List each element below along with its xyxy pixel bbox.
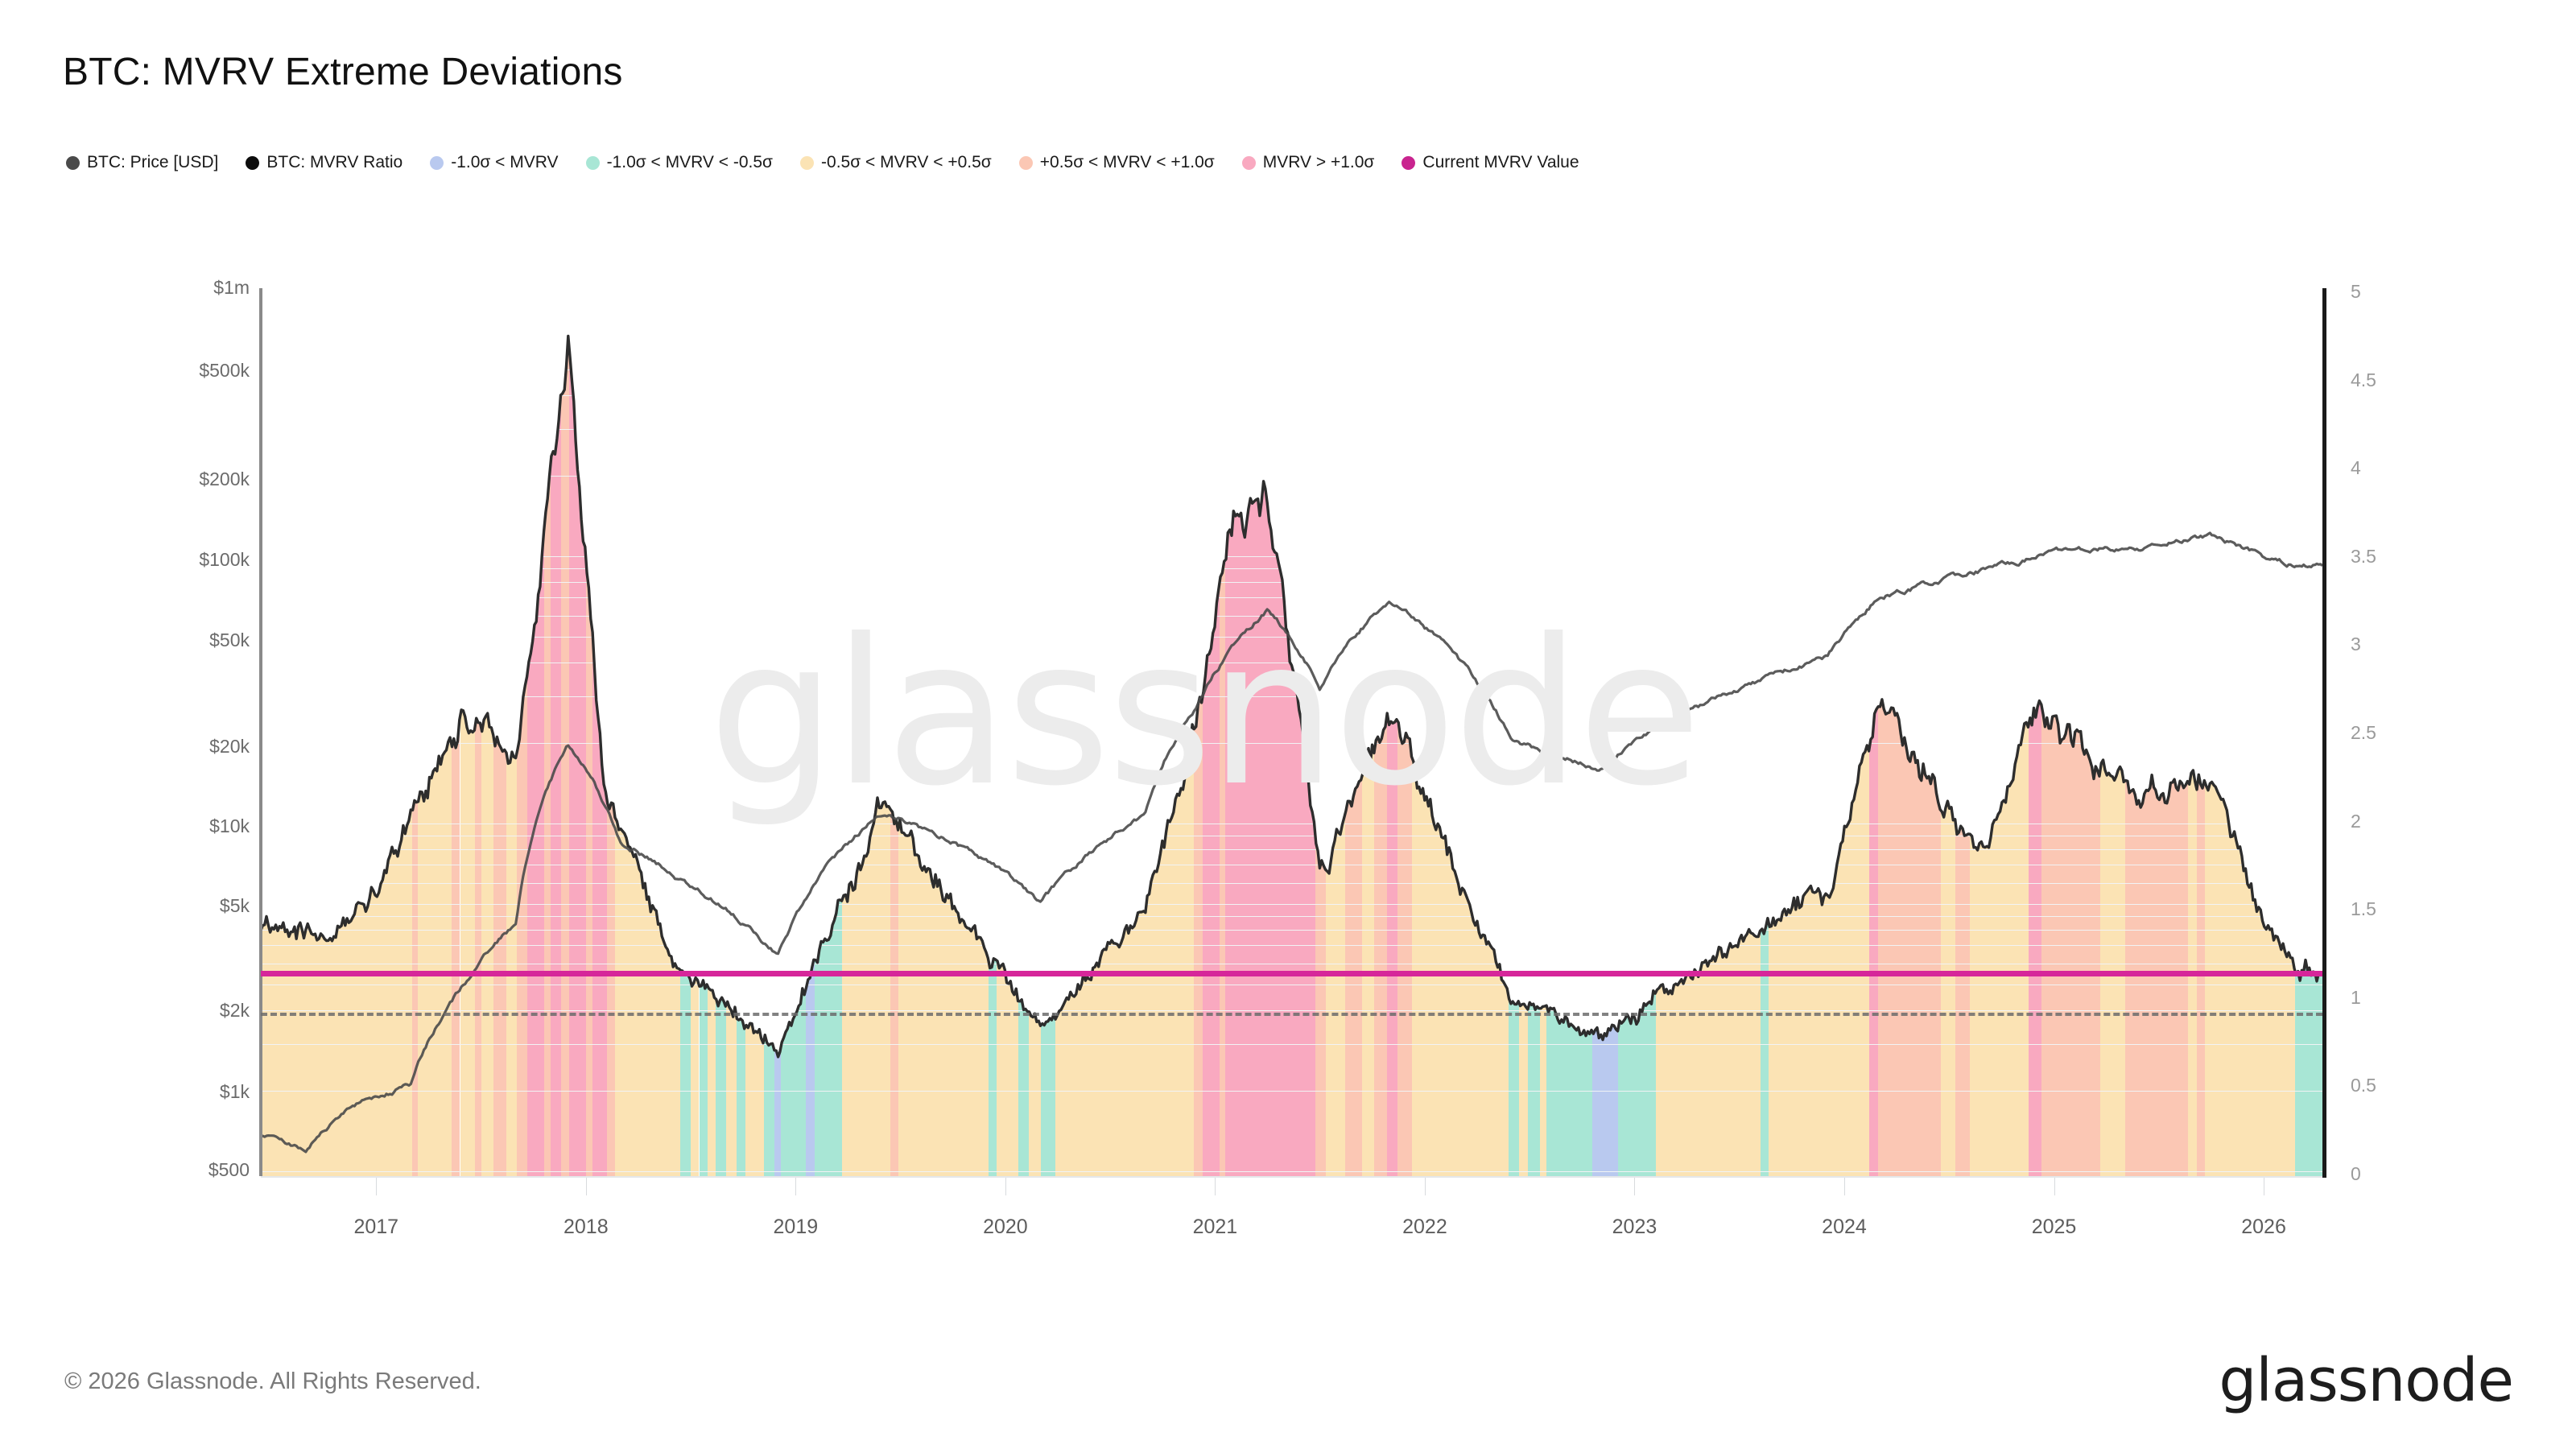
x-axis-tick-label: 2020 <box>983 1216 1028 1238</box>
y-axis-right-tick: 2.5 <box>2351 722 2376 743</box>
legend-item-current-mvrv-value[interactable]: Current MVRV Value <box>1402 153 1579 172</box>
x-axis-tick-label: 2026 <box>2241 1216 2286 1238</box>
gridline <box>261 1010 2322 1012</box>
chart-series-svg <box>261 288 2322 1154</box>
x-axis-tick-mark <box>2054 1178 2055 1195</box>
deviation-band <box>560 288 569 1176</box>
gridline <box>261 696 2322 697</box>
gridline <box>261 882 2322 884</box>
footer-logo: glassnode <box>2219 1346 2514 1415</box>
legend-label: MVRV > +1.0σ <box>1262 153 1375 171</box>
mvrv-one-reference-line <box>261 1012 2322 1016</box>
gridline <box>261 945 2322 947</box>
x-axis-tick-mark <box>1005 1178 1006 1195</box>
deviation-band <box>1219 288 1226 1176</box>
y-axis-left-tick: $50k <box>209 630 250 650</box>
x-axis-tick-mark <box>585 1178 587 1195</box>
legend-label: -0.5σ < MVRV < +0.5σ <box>821 153 992 171</box>
legend-label: BTC: MVRV Ratio <box>266 153 403 171</box>
legend-item-band-minus05-to-plus05[interactable]: -0.5σ < MVRV < +0.5σ <box>800 153 992 172</box>
deviation-band <box>474 288 481 1176</box>
legend-label: +0.5σ < MVRV < +1.0σ <box>1039 153 1215 171</box>
y-axis-right-tick: 1 <box>2351 986 2361 1008</box>
chart-legend: BTC: Price [USD] BTC: MVRV Ratio -1.0σ <… <box>66 153 1607 172</box>
legend-item-btc-price[interactable]: BTC: Price [USD] <box>66 153 218 172</box>
y-axis-right-line <box>2322 288 2326 1178</box>
y-axis-right-tick: 1.5 <box>2351 898 2376 920</box>
deviation-band <box>550 288 561 1176</box>
legend-item-band-plus05-to-plus1[interactable]: +0.5σ < MVRV < +1.0σ <box>1018 153 1215 172</box>
legend-swatch-icon <box>800 155 815 170</box>
legend-item-band-minus1-to-minus05[interactable]: -1.0σ < MVRV < -0.5σ <box>585 153 774 172</box>
y-axis-left-tick: $2k <box>219 1000 250 1021</box>
chart-plot-area[interactable] <box>261 288 2322 1176</box>
deviation-band <box>543 288 551 1176</box>
btc-price-line <box>261 531 2322 1154</box>
y-axis-right-tick: 4.5 <box>2351 369 2376 390</box>
x-axis-tick-label: 2023 <box>1612 1216 1657 1238</box>
gridline <box>261 1043 2322 1045</box>
legend-label: -1.0σ < MVRV < -0.5σ <box>606 153 774 171</box>
gridline <box>261 930 2322 931</box>
y-axis-left-tick: $500 <box>208 1159 250 1180</box>
x-axis-tick-label: 2017 <box>353 1216 399 1238</box>
y-axis-right-tick: 5 <box>2351 281 2361 302</box>
x-axis-tick-mark <box>795 1178 797 1195</box>
footer-copyright: © 2026 Glassnode. All Rights Reserved. <box>64 1368 481 1394</box>
current-mvrv-reference-line <box>261 970 2322 976</box>
legend-item-btc-mvrv-ratio[interactable]: BTC: MVRV Ratio <box>246 153 402 172</box>
x-axis-line <box>261 1176 2322 1178</box>
y-axis-left-tick: $1k <box>219 1081 250 1102</box>
gridline <box>261 849 2322 851</box>
x-axis-tick-label: 2018 <box>564 1216 609 1238</box>
legend-swatch-icon <box>430 155 444 170</box>
legend-swatch-icon <box>585 155 600 170</box>
x-axis-tick-mark <box>376 1178 378 1195</box>
y-axis-right-tick: 3.5 <box>2351 545 2376 567</box>
y-axis-left-line <box>259 288 262 1176</box>
x-axis-tick-label: 2025 <box>2031 1216 2077 1238</box>
deviation-band <box>1194 288 1203 1176</box>
y-axis-left-tick: $5k <box>219 895 250 916</box>
mvrv-ratio-line <box>261 334 2322 1059</box>
y-axis-left-tick: $200k <box>199 469 250 489</box>
y-axis-left-tick: $20k <box>209 736 250 757</box>
legend-label: -1.0σ < MVRV <box>451 153 559 171</box>
y-axis-right-tick: 4 <box>2351 457 2361 479</box>
gridline <box>261 916 2322 918</box>
y-axis-left-tick: $1m <box>213 277 250 298</box>
gridline <box>261 743 2322 745</box>
legend-swatch-icon <box>1241 155 1256 170</box>
x-axis-tick-mark <box>1215 1178 1216 1195</box>
legend-label: BTC: Price [USD] <box>87 153 219 171</box>
legend-swatch-icon <box>66 155 80 170</box>
y-axis-right-tick: 0 <box>2351 1163 2361 1184</box>
legend-swatch-icon <box>1018 155 1033 170</box>
y-axis-right-tick: 2 <box>2351 810 2361 832</box>
gridline <box>261 1171 2322 1172</box>
y-axis-left-tick: $100k <box>199 549 250 570</box>
y-axis-right-tick: 0.5 <box>2351 1075 2376 1096</box>
gridline <box>261 1091 2322 1092</box>
legend-item-band-below-minus1sigma[interactable]: -1.0σ < MVRV <box>430 153 559 172</box>
mvrv-area-mask <box>261 288 2322 1057</box>
legend-label: Current MVRV Value <box>1422 153 1579 171</box>
legend-swatch-icon <box>246 155 260 170</box>
x-axis-tick-mark <box>1424 1178 1426 1195</box>
page-title: BTC: MVRV Extreme Deviations <box>63 51 623 93</box>
y-axis-right-tick: 3 <box>2351 634 2361 655</box>
x-axis-tick-mark <box>1843 1178 1845 1195</box>
x-axis-tick-mark <box>1634 1178 1636 1195</box>
y-axis-left-tick: $10k <box>209 815 250 836</box>
x-axis-tick-label: 2022 <box>1402 1216 1447 1238</box>
legend-item-band-above-plus1sigma[interactable]: MVRV > +1.0σ <box>1241 153 1375 172</box>
legend-swatch-icon <box>1402 155 1416 170</box>
x-axis-tick-label: 2024 <box>1822 1216 1867 1238</box>
gridline <box>261 903 2322 905</box>
y-axis-left-tick: $500k <box>199 360 250 381</box>
x-axis-tick-label: 2019 <box>773 1216 819 1238</box>
deviation-band <box>585 288 592 1176</box>
x-axis-tick-label: 2021 <box>1192 1216 1238 1238</box>
